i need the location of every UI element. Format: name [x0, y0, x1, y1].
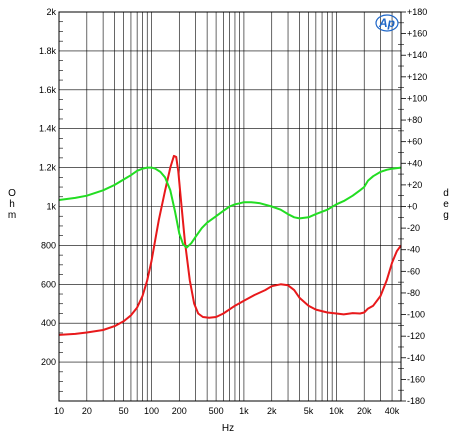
y-right-tick-label: +180	[407, 7, 427, 17]
axis-label-letter: g	[443, 210, 449, 221]
y-right-tick-label: +40	[407, 158, 422, 168]
x-tick-label: 200	[172, 406, 187, 416]
axis-label-letter: d	[443, 188, 449, 199]
y-left-tick-label: 2k	[46, 7, 56, 17]
axis-label-letter: e	[443, 199, 449, 210]
y-right-tick-label: -40	[407, 245, 420, 255]
y-right-tick-label: -180	[407, 396, 425, 406]
y-right-tick-label: +0	[407, 202, 417, 212]
y-right-tick-label: -160	[407, 374, 425, 384]
x-tick-label: 10k	[329, 406, 344, 416]
y-right-tick-label: +100	[407, 93, 427, 103]
y-right-tick-label: +20	[407, 180, 422, 190]
y-right-tick-label: -20	[407, 223, 420, 233]
x-tick-label: 20	[82, 406, 92, 416]
y-right-tick-label: -120	[407, 331, 425, 341]
x-tick-label: 100	[144, 406, 159, 416]
x-tick-label: 20k	[357, 406, 372, 416]
y-right-tick-label: +80	[407, 115, 422, 125]
grid	[58, 11, 402, 402]
y-left-tick-label: 800	[41, 240, 56, 250]
series-lines	[58, 154, 402, 336]
y-right-axis-ticks: +180 +160 +140 +120 +100 +80 +60 +40 +20 +0 -20 -40…	[398, 7, 427, 406]
y-right-tick-label: -100	[407, 310, 425, 320]
axis-label-letter: h	[9, 199, 15, 210]
y-right-tick-label: -80	[407, 288, 420, 298]
y-right-tick-label: +120	[407, 72, 427, 82]
y-left-tick-label: 600	[41, 279, 56, 289]
axis-label-letter: O	[8, 188, 16, 199]
y-left-tick-label: 400	[41, 318, 56, 328]
y-left-axis-ticks: 200 400 600 800 1k 1.2k 1.4k 1.6k 1.8k 2k	[39, 7, 63, 392]
x-tick-label: 50	[119, 406, 129, 416]
y-right-tick-label: +160	[407, 29, 427, 39]
y-left-tick-label: 1.8k	[39, 46, 57, 56]
y-left-tick-label: 1.2k	[39, 163, 57, 173]
x-tick-label: 10	[54, 406, 64, 416]
y-right-tick-label: +60	[407, 137, 422, 147]
x-tick-label: 2k	[267, 406, 277, 416]
axis-label-letter: m	[8, 210, 16, 221]
y-right-axis-label: deg	[443, 188, 449, 221]
x-axis-label: Hz	[222, 423, 234, 434]
y-right-tick-label: -60	[407, 266, 420, 276]
y-left-tick-label: 1.6k	[39, 85, 57, 95]
ap-logo-icon: Ap	[375, 14, 399, 32]
x-axis-ticks: 10 20 50 100 200 500 1k 2k 5k 10k 20k 40k	[54, 406, 400, 416]
x-tick-label: 500	[209, 406, 224, 416]
x-tick-label: 1k	[239, 406, 249, 416]
ap-logo-text: Ap	[378, 16, 395, 30]
x-tick-label: 5k	[304, 406, 314, 416]
phase-series-line	[58, 166, 402, 249]
y-left-tick-label: 1.4k	[39, 124, 57, 134]
y-right-tick-label: +140	[407, 50, 427, 60]
y-right-tick-label: -140	[407, 353, 425, 363]
x-tick-label: 40k	[385, 406, 400, 416]
y-left-axis-label: Ohm	[8, 188, 16, 221]
impedance-series-line	[58, 154, 402, 336]
y-left-tick-label: 1k	[46, 202, 56, 212]
y-left-tick-label: 200	[41, 357, 56, 367]
